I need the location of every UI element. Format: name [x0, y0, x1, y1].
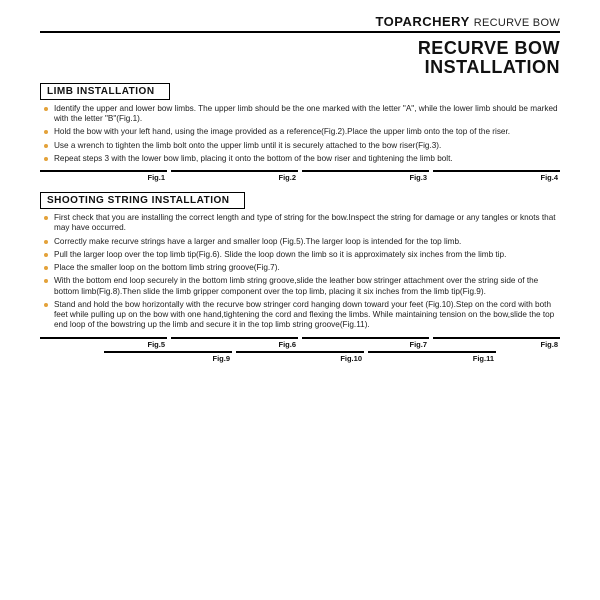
section-label-limb: LIMB INSTALLATION	[40, 83, 170, 100]
figure-cell: Fig.2	[171, 170, 298, 182]
figure-cell: Fig.8	[433, 337, 560, 349]
figure-cell: Fig.6	[171, 337, 298, 349]
page-title: RECURVE BOW INSTALLATION	[40, 39, 560, 77]
brand-light: RECURVE BOW	[474, 17, 560, 29]
figure-caption: Fig.4	[433, 173, 560, 182]
figure-cell: Big loop Bow limb big loop Fig.5	[40, 337, 167, 349]
figure-cell: Fig.9	[104, 351, 232, 363]
figure-fig9	[104, 351, 232, 353]
figure-cell: Fig.11	[368, 351, 496, 363]
figure-cell: Display of the bow limb after installati…	[433, 170, 560, 182]
limb-step: Use a wrench to tighten the limb bolt on…	[44, 141, 560, 151]
figure-caption: Fig.11	[368, 354, 496, 363]
figure-fig3	[302, 170, 429, 172]
header-bar: TOPARCHERY RECURVE BOW	[40, 14, 560, 33]
string-step: First check that you are installing the …	[44, 213, 560, 234]
string-steps: First check that you are installing the …	[40, 213, 560, 331]
limb-steps: Identify the upper and lower bow limbs. …	[40, 104, 560, 164]
figure-caption: Fig.2	[171, 173, 298, 182]
figure-fig8	[433, 337, 560, 339]
figure-fig1: upper limb lower limb	[40, 170, 167, 172]
figure-caption: Fig.1	[40, 173, 167, 182]
figure-caption: Fig.8	[433, 340, 560, 349]
figure-fig7	[302, 337, 429, 339]
figure-caption: Fig.7	[302, 340, 429, 349]
limb-figure-row: upper limb lower limb Fig.1 Fig.2 Fig.3	[40, 170, 560, 182]
brand-bold: TOPARCHERY	[375, 14, 469, 29]
figure-fig5: Big loop Bow limb big loop	[40, 337, 167, 339]
figure-cell: Fig.3	[302, 170, 429, 182]
section-label-string: SHOOTING STRING INSTALLATION	[40, 192, 245, 209]
figure-cell: Fig.10	[236, 351, 364, 363]
figure-fig4: Display of the bow limb after installati…	[433, 170, 560, 172]
string-step: Correctly make recurve strings have a la…	[44, 237, 560, 247]
figure-fig6	[171, 337, 298, 339]
figure-caption: Fig.6	[171, 340, 298, 349]
figure-fig11	[368, 351, 496, 353]
limb-step: Repeat steps 3 with the lower bow limb, …	[44, 154, 560, 164]
figure-fig2	[171, 170, 298, 172]
figure-fig10	[236, 351, 364, 353]
string-figure-row-bottom: Fig.9 Fig.10 Fig.11	[40, 351, 560, 363]
figure-caption: Fig.10	[236, 354, 364, 363]
string-step: Stand and hold the bow horizontally with…	[44, 300, 560, 331]
figure-cell: Fig.7	[302, 337, 429, 349]
string-figure-row-top: Big loop Bow limb big loop Fig.5 Fig.6 F…	[40, 337, 560, 349]
figure-caption: Fig.5	[40, 340, 167, 349]
string-step: Place the smaller loop on the bottom lim…	[44, 263, 560, 273]
string-step: Pull the larger loop over the top limb t…	[44, 250, 560, 260]
limb-step: Hold the bow with your left hand, using …	[44, 127, 560, 137]
figure-caption: Fig.9	[104, 354, 232, 363]
figure-caption: Fig.3	[302, 173, 429, 182]
title-line2: INSTALLATION	[40, 58, 560, 77]
title-line1: RECURVE BOW	[40, 39, 560, 58]
figure-cell: upper limb lower limb Fig.1	[40, 170, 167, 182]
limb-step: Identify the upper and lower bow limbs. …	[44, 104, 560, 125]
string-step: With the bottom end loop securely in the…	[44, 276, 560, 297]
